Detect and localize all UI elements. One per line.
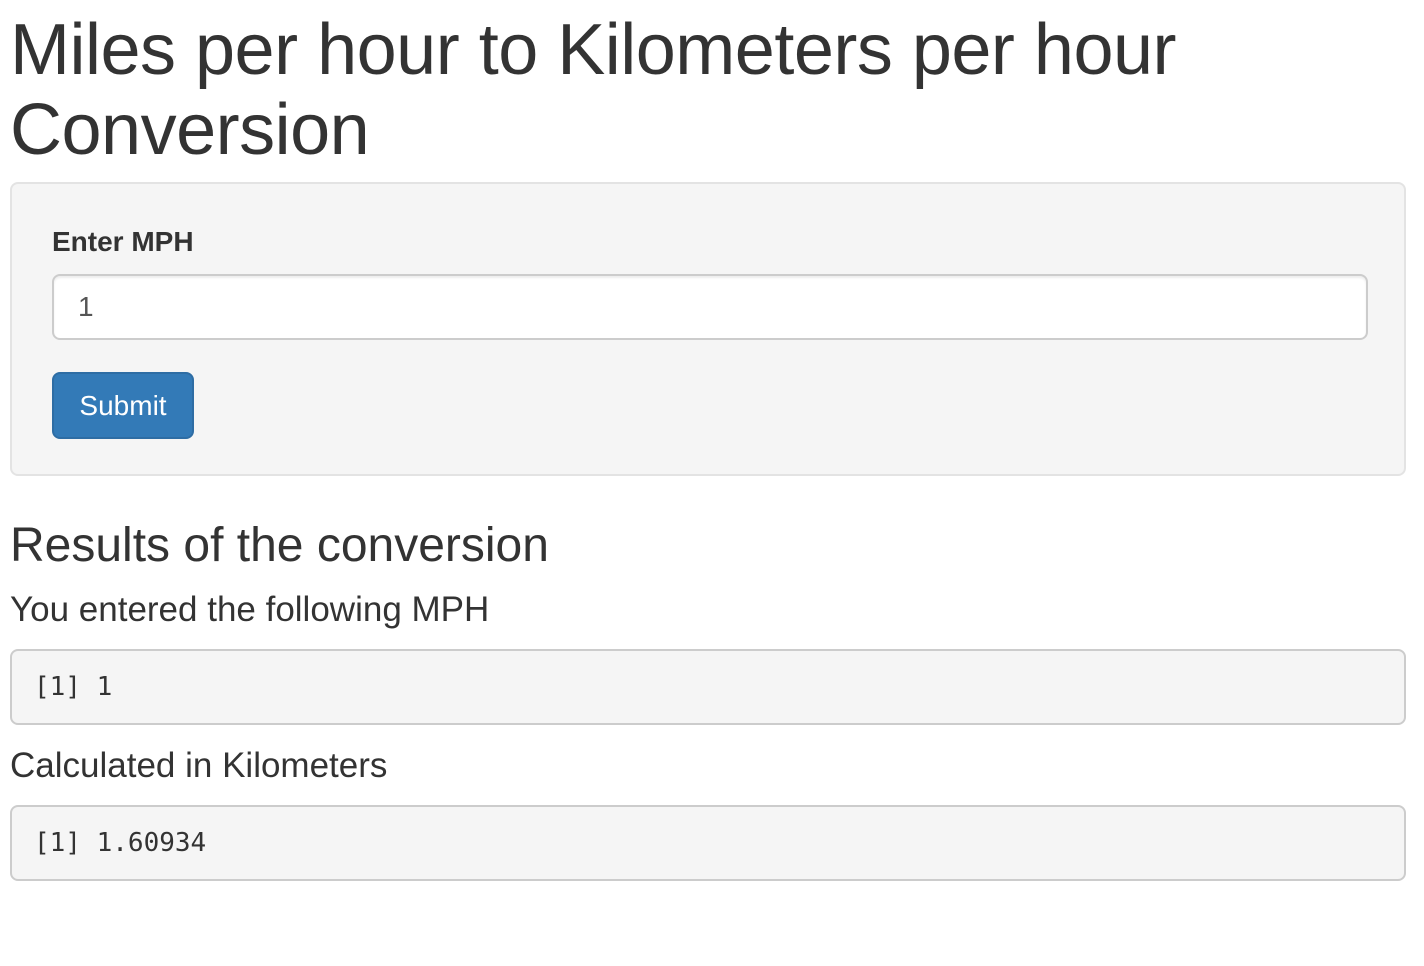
mph-input[interactable]: [52, 274, 1368, 340]
entered-mph-output: [1] 1: [10, 649, 1406, 725]
mph-field-label: Enter MPH: [52, 226, 194, 257]
results-heading: Results of the conversion: [10, 519, 549, 572]
page-title: Miles per hour to Kilometers per hour Co…: [10, 10, 1177, 170]
calculated-km-output: [1] 1.60934: [10, 805, 1406, 881]
input-panel: Enter MPH Submit: [10, 182, 1406, 476]
submit-button[interactable]: Submit: [52, 372, 194, 439]
calculated-km-heading: Calculated in Kilometers: [10, 746, 388, 785]
entered-mph-heading: You entered the following MPH: [10, 590, 490, 629]
